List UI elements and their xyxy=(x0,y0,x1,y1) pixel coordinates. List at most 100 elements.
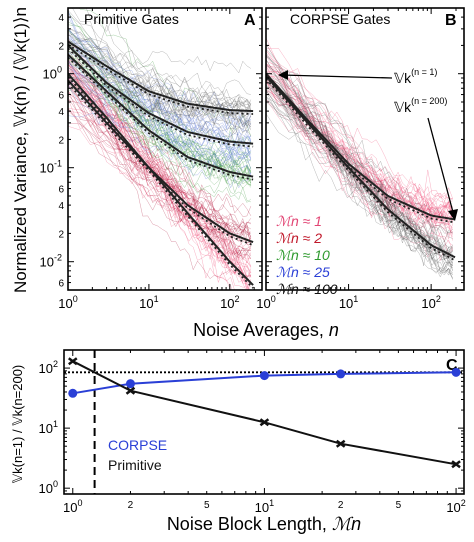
x-minor-tick-label: 5 xyxy=(396,500,402,511)
legend-corpse: CORPSE xyxy=(108,437,167,453)
x-tick-label: 101 xyxy=(255,498,274,515)
trace-line-2 xyxy=(68,68,252,242)
trace-line-100 xyxy=(68,10,252,118)
trace-line-100 xyxy=(266,86,453,265)
y-minor-tick-label: 2 xyxy=(58,41,64,52)
data-point-corpse xyxy=(451,367,461,377)
trace-line-100 xyxy=(266,59,453,252)
annotation-sup-n200: (n = 200) xyxy=(411,96,447,106)
model-curve-dotted-2 xyxy=(68,82,254,246)
trace-line-100 xyxy=(72,8,252,109)
trace-line-1 xyxy=(266,76,453,231)
trace-line-1 xyxy=(68,79,252,290)
legend-block-lengths: ℳn ≈ 1 ℳn ≈ 2 ℳn ≈ 10 ℳn ≈ 25 ℳn ≈ 100 xyxy=(276,213,338,297)
trace-line-10 xyxy=(68,46,252,181)
y-tick-label: 10-2 xyxy=(40,253,62,270)
data-point-primitive xyxy=(451,460,461,469)
trace-line-100 xyxy=(266,77,453,266)
c-xlabel: Noise Block Length, ℳn xyxy=(167,514,361,534)
trace-line-2 xyxy=(68,87,251,233)
data-point-corpse xyxy=(68,388,78,398)
trace-line-25 xyxy=(68,29,252,124)
x-tick-label: 101 xyxy=(339,294,358,311)
trace-line-100 xyxy=(266,54,453,261)
trace-line-1 xyxy=(266,65,453,216)
trace-line-2 xyxy=(68,63,252,245)
panel-a-model-curves xyxy=(68,40,254,289)
trace-line-1 xyxy=(68,79,249,290)
trace-line-2 xyxy=(68,73,252,229)
annotation-symbol-n1: 𝕍k xyxy=(394,70,412,86)
trace-line-1 xyxy=(266,62,453,226)
trace-line-1 xyxy=(266,50,453,223)
trace-line-100 xyxy=(266,113,453,262)
trace-line-1 xyxy=(68,64,252,268)
trace-line-1 xyxy=(266,73,453,262)
trace-line-1 xyxy=(266,48,453,212)
panel-a: Primitive Gates A 100 101 102 10-2 10-1 100 4 2… xyxy=(40,7,263,311)
trace-line-1 xyxy=(68,59,252,284)
annotation-arrowhead-n1 xyxy=(278,70,288,80)
y-minor-tick-label: 4 xyxy=(58,201,64,212)
trace-line-10 xyxy=(78,8,252,137)
x-tick-label: 100 xyxy=(256,294,275,311)
trace-line-1 xyxy=(68,64,252,264)
trace-line-10 xyxy=(68,37,252,174)
model-curve-100 xyxy=(68,40,254,113)
trace-line-1 xyxy=(68,66,251,260)
panel-c-axes: 100 101 102 2 5 2 5 100 101 102 xyxy=(39,349,466,515)
trace-line-100 xyxy=(266,98,453,279)
trace-line-100 xyxy=(266,95,453,271)
panel-b-axes: 100 101 102 xyxy=(256,7,464,311)
trace-line-1 xyxy=(68,125,231,290)
panel-a-axes: 100 101 102 10-2 10-1 100 4 2 6 4 2 6 4 2 6 xyxy=(40,7,262,311)
c-ylabel-text: 𝕍k(n=1) / 𝕍k(n=200) xyxy=(10,365,25,484)
trace-line-25 xyxy=(68,46,252,145)
trace-line-100 xyxy=(68,27,252,127)
legend-block-100: ℳn ≈ 100 xyxy=(276,281,338,297)
trace-line-1 xyxy=(266,56,453,240)
x-tick-label: 102 xyxy=(421,294,440,311)
trace-line-2 xyxy=(68,81,251,267)
trace-line-100 xyxy=(68,29,252,110)
model-curve-10 xyxy=(68,53,254,178)
trace-line-25 xyxy=(68,110,252,176)
trace-line-1 xyxy=(68,77,252,278)
x-minor-tick-label: 2 xyxy=(128,500,134,511)
model-curve-2 xyxy=(68,79,254,244)
trace-line-25 xyxy=(68,26,252,131)
y-minor-tick-label: 2 xyxy=(58,135,64,146)
trace-line-1 xyxy=(68,61,252,274)
data-point-primitive xyxy=(68,357,78,366)
trace-line-1 xyxy=(68,80,249,290)
trace-line-10 xyxy=(68,57,252,186)
trace-line-25 xyxy=(68,73,252,167)
trace-line-2 xyxy=(68,75,252,217)
trace-line-25 xyxy=(68,87,252,162)
trace-line-2 xyxy=(68,58,252,237)
trace-line-25 xyxy=(68,63,251,151)
trace-line-100 xyxy=(68,49,252,126)
legend-block-1: ℳn ≈ 1 xyxy=(276,213,322,229)
x-tick-label: 102 xyxy=(220,294,239,311)
model-curve-dotted-100 xyxy=(266,78,456,262)
annotation-arrow-n200 xyxy=(427,117,455,217)
model-curve-25 xyxy=(68,44,254,145)
trace-line-1 xyxy=(266,64,453,206)
trace-line-10 xyxy=(68,54,252,159)
trace-line-25 xyxy=(68,10,252,130)
trace-line-2 xyxy=(68,77,252,233)
trace-line-100 xyxy=(68,75,252,145)
trace-line-1 xyxy=(68,108,248,290)
trace-line-1 xyxy=(266,61,453,220)
x-tick-label: 100 xyxy=(63,498,82,515)
trace-line-1 xyxy=(266,80,453,215)
c-xlabel-italic: ℳn xyxy=(332,514,361,534)
c-xlabel-main: Noise Block Length, xyxy=(167,514,332,534)
trace-line-100 xyxy=(266,75,453,272)
trace-line-2 xyxy=(68,59,252,217)
trace-line-100 xyxy=(68,62,252,121)
data-point-primitive xyxy=(335,439,346,448)
x-tick-label: 102 xyxy=(446,498,465,515)
